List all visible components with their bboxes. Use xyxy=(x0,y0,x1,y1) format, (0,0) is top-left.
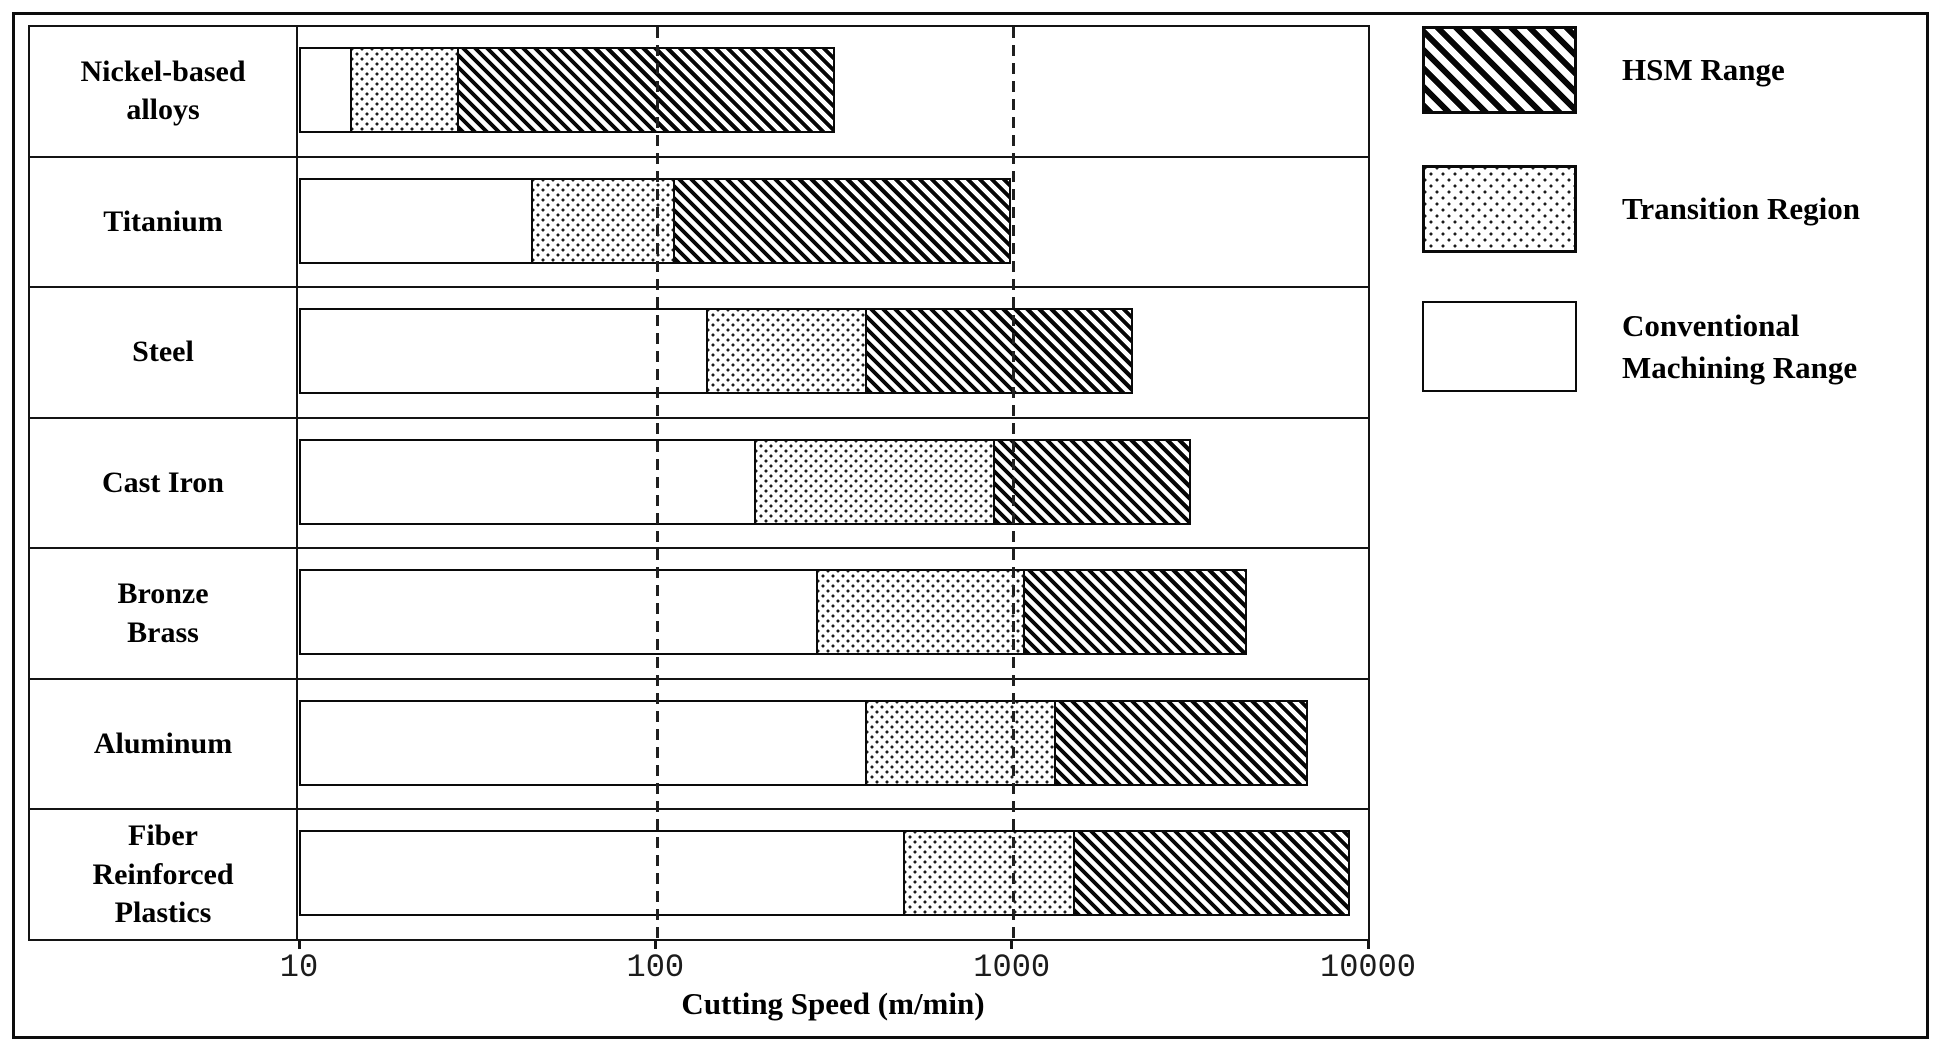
conventional-range-segment xyxy=(300,310,707,393)
hsm-range-segment xyxy=(1053,701,1306,784)
hsm-range-segment xyxy=(992,440,1190,523)
legend-item-conventional: Conventional Machining Range xyxy=(1422,301,1857,392)
material-label: Bronze Brass xyxy=(30,549,298,678)
x-tick-label: 10000 xyxy=(1319,949,1417,986)
material-label-line: Cast Iron xyxy=(102,465,224,499)
x-axis: 10 100 1000 10000 xyxy=(280,941,1416,1001)
speed-range-bar xyxy=(298,308,1134,395)
material-label-line: Titanium xyxy=(103,204,223,238)
category-rows: Nickel-based alloys Titanium Steel Cast Iron… xyxy=(30,27,1369,940)
conventional-range-segment xyxy=(300,832,904,915)
row-plot-area xyxy=(298,549,1369,678)
row-plot-area xyxy=(298,158,1369,287)
hsm-range-segment xyxy=(864,310,1132,393)
material-label-line: Aluminum xyxy=(93,726,233,760)
category-row: Nickel-based alloys xyxy=(30,27,1368,158)
material-label: Aluminum xyxy=(30,679,298,809)
speed-range-bar xyxy=(298,699,1308,786)
category-row: Steel xyxy=(30,288,1368,419)
legend-item-transition: Transition Region xyxy=(1422,165,1860,253)
material-label-line: Brass xyxy=(127,615,199,649)
legend-label-transition: Transition Region xyxy=(1622,188,1860,230)
category-row: Cast Iron xyxy=(30,418,1369,550)
legend-label-line: Machining Range xyxy=(1622,349,1858,385)
material-label-line: Steel xyxy=(132,335,194,369)
transition-swatch xyxy=(1422,165,1577,253)
conventional-swatch xyxy=(1422,301,1577,392)
legend-item-hsm: HSM Range xyxy=(1422,26,1785,114)
row-plot-area xyxy=(298,810,1369,939)
speed-range-bar xyxy=(298,830,1350,917)
tick-mark xyxy=(1366,941,1370,949)
conventional-range-segment xyxy=(300,49,351,131)
row-plot-area xyxy=(298,288,1369,417)
material-label: Nickel-based alloys xyxy=(30,27,298,156)
tick-mark xyxy=(297,941,301,949)
row-plot-area xyxy=(298,680,1369,809)
legend-label-line: HSM Range xyxy=(1622,52,1785,88)
material-label-line: Nickel-based xyxy=(80,54,246,88)
x-tick-label: 100 xyxy=(626,949,685,986)
speed-range-bar xyxy=(298,438,1192,525)
tick-mark xyxy=(1010,941,1014,949)
transition-region-segment xyxy=(706,310,865,393)
legend-label-conventional: Conventional Machining Range xyxy=(1622,305,1857,389)
category-row: Titanium xyxy=(30,157,1369,289)
conventional-range-segment xyxy=(300,701,865,784)
hsm-range-segment xyxy=(673,179,1010,262)
material-label: Steel xyxy=(30,288,298,417)
material-label-line: Bronze xyxy=(117,577,209,611)
speed-range-bar xyxy=(298,47,835,133)
category-row: Fiber Reinforced Plastics xyxy=(30,810,1369,940)
material-label-line: Fiber xyxy=(128,819,198,853)
speed-range-bar xyxy=(298,569,1248,656)
transition-region-segment xyxy=(864,701,1054,784)
conventional-range-segment xyxy=(300,440,754,523)
chart-area: Nickel-based alloys Titanium Steel Cast Iron… xyxy=(28,25,1370,941)
legend-label-hsm: HSM Range xyxy=(1622,49,1785,91)
transition-region-segment xyxy=(816,571,1023,654)
transition-region-segment xyxy=(530,179,674,262)
material-label: Cast Iron xyxy=(30,418,298,548)
tick-mark xyxy=(653,941,657,949)
hsm-range-segment xyxy=(457,49,833,131)
x-tick-label: 1000 xyxy=(973,949,1051,986)
hsm-range-segment xyxy=(1073,832,1348,915)
transition-region-segment xyxy=(753,440,993,523)
legend-label-line: Conventional xyxy=(1622,307,1800,343)
x-axis-title: Cutting Speed (m/min) xyxy=(681,986,985,1021)
category-row: Aluminum xyxy=(30,679,1369,811)
conventional-range-segment xyxy=(300,179,531,262)
legend-label-line: Transition Region xyxy=(1622,191,1860,227)
figure-border xyxy=(12,12,1929,1039)
row-plot-area xyxy=(298,419,1369,548)
conventional-range-segment xyxy=(300,571,817,654)
material-label-line: Reinforced xyxy=(92,857,234,891)
hsm-swatch xyxy=(1422,26,1577,114)
transition-region-segment xyxy=(350,49,458,131)
row-plot-area xyxy=(298,27,1369,156)
material-label: Titanium xyxy=(30,157,298,287)
category-row: Bronze Brass xyxy=(30,549,1368,680)
material-label-line: Plastics xyxy=(114,895,212,929)
transition-region-segment xyxy=(903,832,1074,915)
speed-range-bar xyxy=(298,177,1012,264)
material-label: Fiber Reinforced Plastics xyxy=(30,810,298,940)
hsm-range-segment xyxy=(1022,571,1246,654)
material-label-line: alloys xyxy=(126,93,200,127)
x-tick-label: 10 xyxy=(279,949,319,986)
